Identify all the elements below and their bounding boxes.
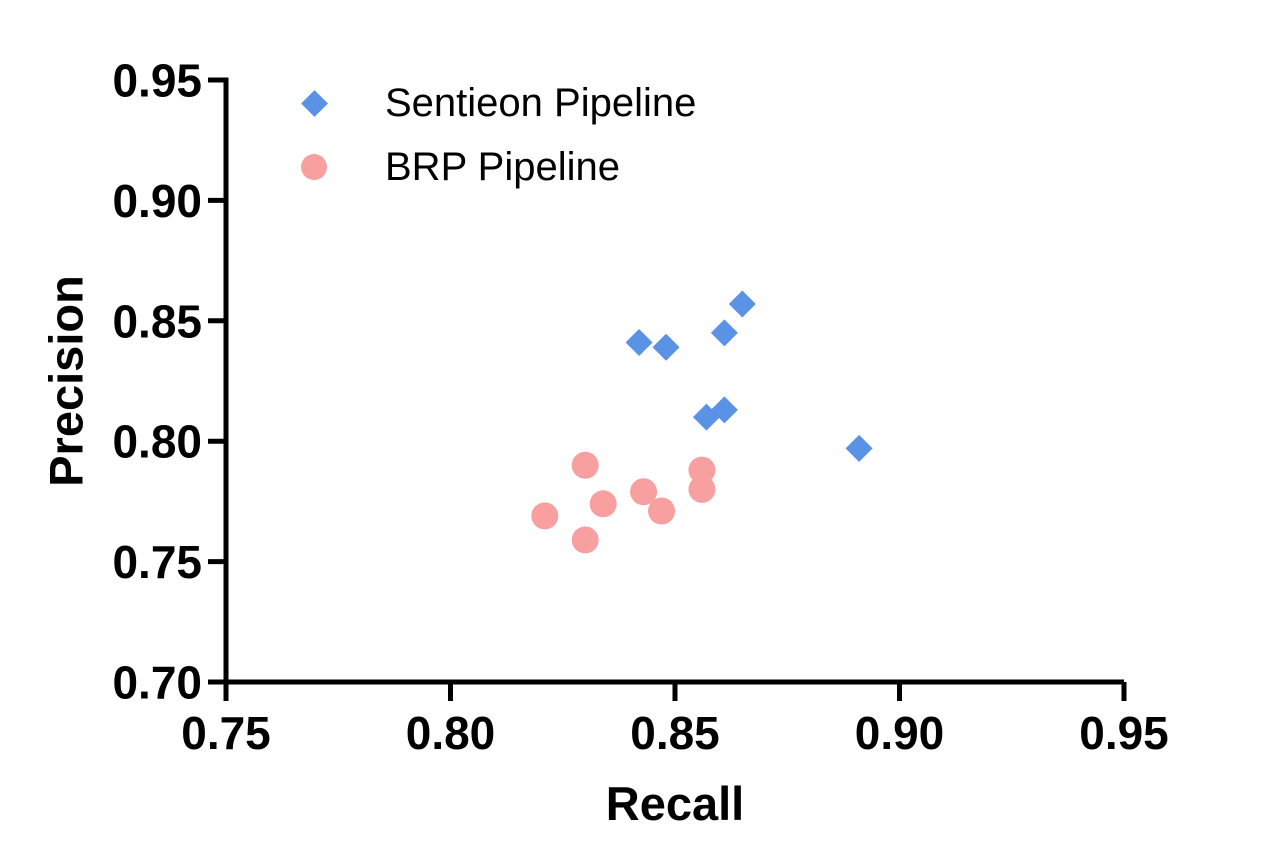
legend-item-sentieon: Sentieon Pipeline bbox=[300, 71, 696, 135]
data-point-circle bbox=[531, 502, 559, 530]
data-point-diamond bbox=[625, 328, 653, 356]
data-point-diamond bbox=[710, 319, 738, 347]
circle-marker-icon bbox=[300, 153, 328, 181]
y-axis-title: Precision bbox=[39, 275, 93, 487]
legend-label-brp: BRP Pipeline bbox=[385, 144, 620, 189]
data-point-circle bbox=[688, 475, 716, 503]
data-point-circle bbox=[571, 526, 599, 554]
data-point-circle bbox=[589, 490, 617, 518]
data-point-circle bbox=[648, 497, 676, 525]
legend-item-brp: BRP Pipeline bbox=[300, 135, 696, 199]
legend-label-sentieon: Sentieon Pipeline bbox=[385, 80, 697, 125]
x-tick-label: 0.85 bbox=[630, 707, 720, 759]
x-tick-label: 0.80 bbox=[406, 707, 496, 759]
x-tick-label: 0.95 bbox=[1079, 707, 1169, 759]
data-point-diamond bbox=[710, 396, 738, 424]
legend: Sentieon Pipeline BRP Pipeline bbox=[300, 71, 696, 199]
data-point-circle bbox=[688, 456, 716, 484]
data-point-circle bbox=[630, 478, 658, 506]
diamond-marker-icon bbox=[300, 89, 328, 117]
data-point-diamond bbox=[652, 333, 680, 361]
y-tick-label: 0.80 bbox=[112, 416, 202, 468]
y-tick-label: 0.95 bbox=[112, 55, 202, 107]
x-tick-label: 0.75 bbox=[181, 707, 271, 759]
x-tick-label: 0.90 bbox=[855, 707, 945, 759]
y-tick-label: 0.85 bbox=[112, 295, 202, 347]
data-point-diamond bbox=[728, 290, 756, 318]
y-tick-label: 0.90 bbox=[112, 175, 202, 227]
y-tick-label: 0.70 bbox=[112, 657, 202, 709]
data-point-diamond bbox=[845, 434, 873, 462]
x-axis-title: Recall bbox=[605, 777, 745, 830]
data-point-circle bbox=[571, 451, 599, 479]
y-tick-label: 0.75 bbox=[112, 536, 202, 588]
